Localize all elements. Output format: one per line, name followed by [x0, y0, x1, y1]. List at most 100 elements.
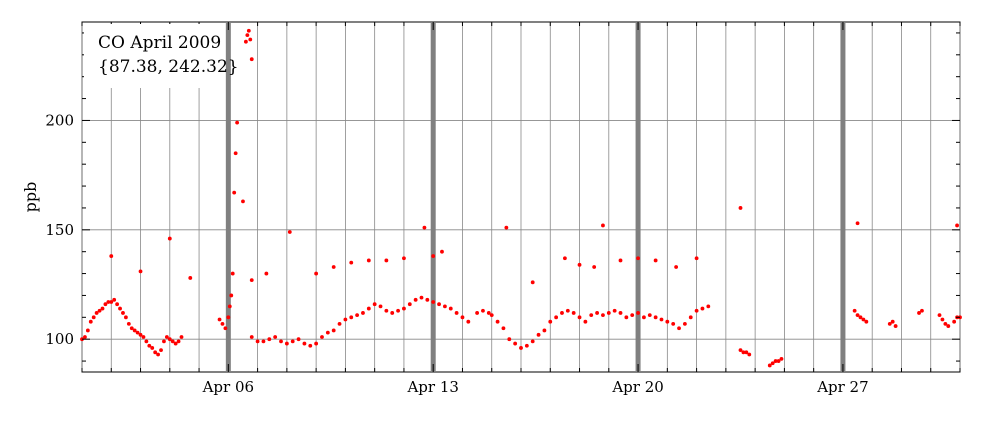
- data-point: [504, 225, 509, 230]
- data-point: [636, 311, 640, 315]
- data-point: [519, 346, 523, 350]
- data-point: [366, 258, 371, 263]
- data-point: [164, 335, 169, 339]
- data-point: [88, 319, 93, 324]
- data-point: [700, 306, 705, 311]
- data-point: [273, 335, 278, 339]
- data-point: [249, 57, 254, 62]
- highlight-bar: [225, 22, 231, 372]
- data-point: [153, 350, 158, 355]
- x-tick-label: Apr 13: [406, 378, 458, 396]
- data-point: [264, 271, 269, 276]
- data-point: [565, 308, 570, 313]
- data-point: [554, 315, 559, 320]
- data-point: [349, 260, 354, 265]
- highlight-bar: [635, 22, 641, 372]
- data-point: [536, 332, 541, 337]
- data-point: [952, 319, 957, 324]
- data-point: [126, 321, 131, 326]
- data-point: [601, 223, 605, 228]
- data-point: [167, 337, 172, 342]
- axis-ticks: [81, 22, 961, 372]
- data-point: [349, 315, 354, 320]
- data-point: [314, 271, 319, 276]
- data-point: [83, 335, 87, 339]
- data-point: [946, 324, 951, 328]
- data-point: [776, 359, 781, 363]
- data-point: [855, 221, 860, 226]
- data-point: [481, 308, 485, 313]
- data-point: [893, 324, 898, 328]
- y-tick-label: 100: [45, 330, 74, 348]
- data-point: [738, 206, 743, 210]
- data-point: [855, 313, 860, 318]
- x-tick-label: Apr 27: [816, 378, 868, 396]
- data-point: [378, 304, 383, 309]
- highlight-bars: [225, 22, 846, 372]
- x-tick-labels: Apr 06 Apr 13 Apr 20 Apr 27: [202, 378, 869, 396]
- data-point: [121, 311, 125, 315]
- data-point: [671, 321, 676, 326]
- data-point: [188, 276, 193, 280]
- data-point: [384, 308, 389, 313]
- data-point: [176, 339, 181, 344]
- data-point: [422, 225, 427, 230]
- data-point: [431, 254, 436, 258]
- data-point: [396, 308, 400, 313]
- data-point: [402, 256, 406, 261]
- data-point: [384, 258, 389, 263]
- data-point: [437, 302, 441, 307]
- data-point: [162, 339, 166, 344]
- data-point: [296, 337, 301, 342]
- data-point: [917, 311, 921, 315]
- data-point: [261, 339, 266, 344]
- y-axis-title: ppb: [21, 182, 40, 213]
- data-point: [337, 321, 342, 326]
- data-point: [85, 328, 90, 333]
- data-point: [507, 337, 512, 342]
- data-point: [141, 335, 146, 339]
- data-point: [249, 278, 254, 283]
- data-point: [864, 319, 869, 324]
- data-point: [653, 258, 658, 263]
- data-point: [659, 317, 664, 322]
- data-point: [159, 348, 163, 353]
- x-tick-label: Apr 20: [611, 378, 663, 396]
- data-point: [937, 313, 942, 318]
- data-point: [682, 321, 687, 326]
- data-point: [217, 317, 222, 322]
- data-point: [653, 315, 658, 320]
- data-point: [571, 311, 576, 315]
- data-point: [530, 280, 535, 285]
- data-point: [955, 223, 959, 228]
- data-point: [665, 319, 670, 324]
- data-point: [530, 339, 535, 344]
- data-point: [246, 28, 251, 33]
- data-point: [495, 319, 500, 324]
- data-point: [677, 326, 681, 331]
- data-point: [448, 306, 453, 311]
- data-point: [97, 308, 102, 313]
- data-point: [132, 328, 137, 333]
- data-point: [920, 308, 924, 313]
- data-point: [308, 343, 313, 348]
- data-point: [230, 271, 235, 276]
- data-point: [489, 313, 494, 318]
- data-point: [542, 328, 547, 333]
- data-point: [475, 311, 479, 315]
- data-point: [325, 330, 330, 335]
- data-point: [150, 346, 155, 350]
- data-point: [372, 302, 377, 307]
- data-point: [577, 315, 582, 320]
- data-point: [267, 337, 272, 342]
- data-point: [943, 321, 948, 326]
- data-point: [431, 300, 436, 304]
- data-point: [167, 236, 172, 241]
- data-point: [179, 335, 184, 339]
- data-point: [548, 319, 553, 324]
- data-point: [601, 313, 605, 318]
- data-point: [694, 308, 699, 313]
- data-point: [331, 328, 336, 333]
- y-tick-label: 150: [45, 221, 74, 239]
- data-point: [320, 335, 324, 339]
